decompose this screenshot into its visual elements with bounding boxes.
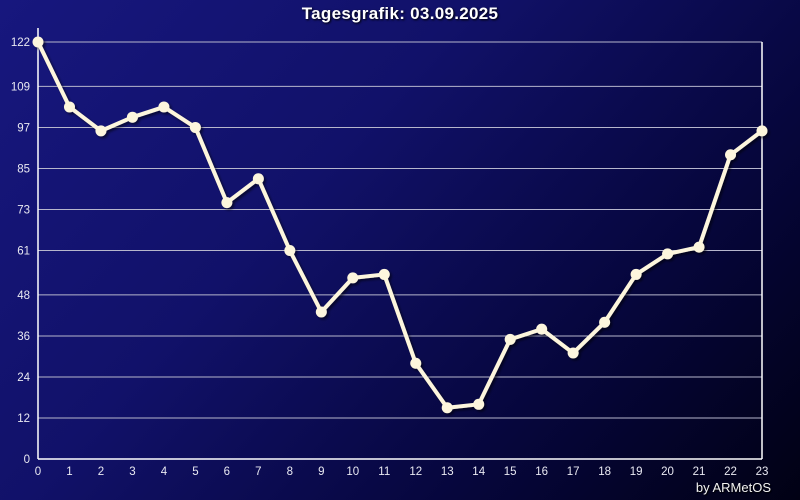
y-tick-label: 12: [17, 413, 30, 425]
y-tick-label: 73: [17, 204, 30, 216]
x-tick-label: 17: [567, 466, 580, 478]
data-point: [221, 197, 233, 209]
data-point: [725, 149, 737, 161]
x-tick-label: 2: [98, 466, 104, 478]
data-point: [599, 316, 611, 328]
x-tick-label: 10: [346, 466, 359, 478]
data-point: [567, 347, 579, 359]
x-tick-label: 19: [630, 466, 643, 478]
data-point: [410, 357, 422, 369]
x-tick-label: 22: [724, 466, 737, 478]
data-point: [347, 272, 359, 284]
x-tick-label: 15: [504, 466, 517, 478]
y-tick-label: 97: [17, 122, 30, 134]
y-tick-label: 85: [17, 163, 30, 175]
data-line: [36, 40, 764, 410]
x-tick-label: 11: [378, 466, 390, 478]
axis-layer: [37, 28, 763, 460]
data-point: [126, 111, 138, 123]
data-point: [662, 248, 674, 260]
x-tick-label: 12: [409, 466, 422, 478]
x-tick-label: 0: [35, 466, 41, 478]
x-tick-label: 1: [66, 466, 72, 478]
data-point: [158, 101, 170, 113]
data-point: [315, 306, 327, 318]
data-point: [378, 268, 390, 280]
x-tick-label: 23: [756, 466, 769, 478]
x-tick-label: 6: [224, 466, 230, 478]
y-tick-label: 24: [17, 372, 30, 384]
data-point: [630, 268, 642, 280]
x-tick-label: 13: [441, 466, 454, 478]
y-tick-label: 61: [17, 246, 30, 258]
x-tick-label: 4: [161, 466, 168, 478]
x-tick-label: 21: [693, 466, 706, 478]
x-tick-label: 20: [661, 466, 674, 478]
x-tick-label: 7: [255, 466, 261, 478]
x-tick-label: 3: [129, 466, 135, 478]
grid-layer: [38, 41, 762, 419]
y-tick-label: 109: [11, 81, 30, 93]
x-tick-label: 16: [535, 466, 548, 478]
y-tick-label: 0: [24, 454, 30, 466]
data-point: [32, 36, 44, 48]
x-tick-label: 9: [318, 466, 324, 478]
data-point: [284, 245, 296, 256]
data-point: [63, 101, 75, 113]
chart-title: Tagesgrafik: 03.09.2025: [301, 4, 499, 23]
data-point: [95, 125, 107, 137]
x-tick-label: 8: [287, 466, 293, 478]
x-tick-label: 5: [192, 466, 198, 478]
x-tick-label: 14: [472, 466, 485, 478]
data-point: [756, 125, 768, 137]
data-point: [441, 402, 453, 414]
credit-text: by ARMetOS: [695, 480, 771, 495]
data-point: [693, 241, 705, 253]
y-tick-label: 48: [17, 290, 30, 302]
y-tick-label: 36: [17, 331, 30, 343]
y-tick-label: 122: [11, 37, 30, 49]
data-series-layer: [32, 36, 768, 414]
x-tick-label: 18: [598, 466, 611, 478]
data-point: [252, 173, 264, 185]
data-point: [536, 323, 548, 335]
data-point: [189, 121, 201, 133]
data-point: [504, 333, 516, 345]
data-point: [473, 398, 485, 410]
